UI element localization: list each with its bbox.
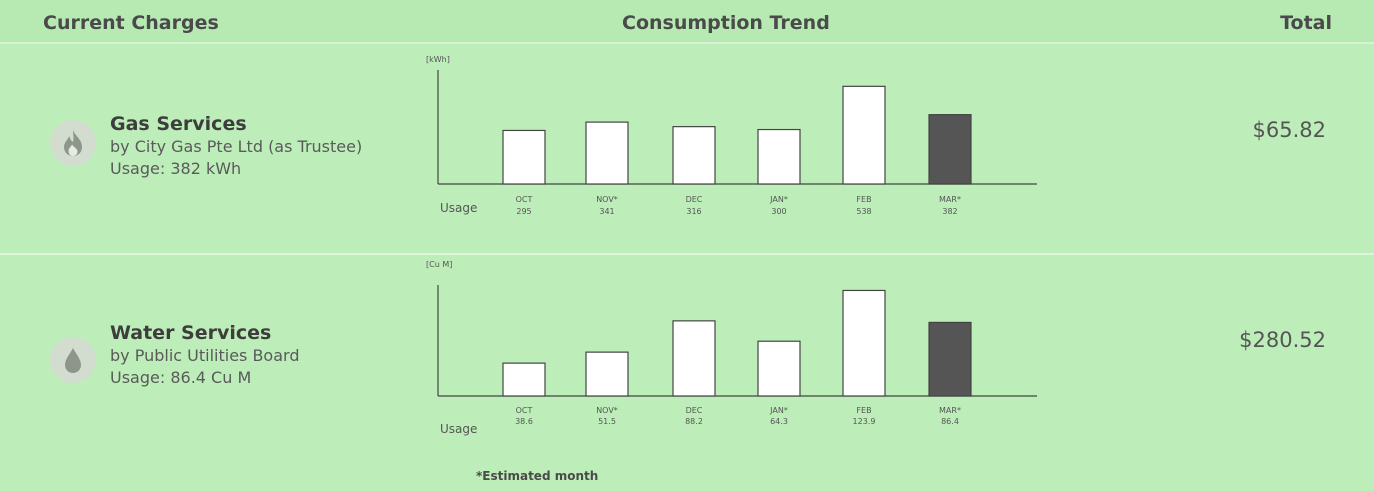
table-header: Current Charges Consumption Trend Total [0,0,1374,44]
gas-total-amount: $65.82 [1252,118,1326,142]
estimated-month-footnote: *Estimated month [476,469,599,483]
usage-row-label: Usage [440,201,477,215]
bar [672,126,716,185]
value-label: 51.5 [598,417,616,426]
value-label: 123.9 [853,417,876,426]
value-label: 316 [686,207,701,216]
bar [672,320,716,397]
service-usage: Usage: 86.4 Cu M [110,368,252,387]
bar [842,85,886,185]
water-total-amount: $280.52 [1239,328,1326,352]
service-provider: by City Gas Pte Ltd (as Trustee) [110,137,363,156]
category-label: FEB [856,406,871,415]
value-label: 64.3 [770,417,788,426]
bar [757,128,801,185]
water-consumption-chart: [Cu M] Usage OCT 38.6 NOV* 51.5 DEC 88.2 JAN* 64.… [426,260,1037,436]
category-label: DEC [686,406,703,415]
value-label: 88.2 [685,417,703,426]
gas-consumption-chart: [kWh] Usage OCT 295 NOV* 341 DEC 316 JAN* 300 FEB 5… [426,55,1037,216]
category-label: JAN* [769,195,788,204]
current-charges-heading: Current Charges [43,12,219,34]
value-label: 295 [516,207,531,216]
category-label: MAR* [939,195,961,204]
value-label: 38.6 [515,417,533,426]
category-label: FEB [856,195,871,204]
category-label: JAN* [769,406,788,415]
category-label: NOV* [596,195,618,204]
value-label: 300 [771,207,786,216]
service-name: Water Services [110,322,272,344]
category-label: NOV* [596,406,618,415]
value-label: 86.4 [941,417,959,426]
unit-label: [kWh] [426,55,450,64]
bar [585,351,629,397]
category-label: OCT [516,195,533,204]
value-label: 382 [942,207,957,216]
category-label: MAR* [939,406,961,415]
water-drop-icon [50,337,96,383]
bar-highlighted [928,321,972,397]
consumption-trend-heading: Consumption Trend [622,12,830,34]
unit-label: [Cu M] [426,260,452,269]
value-label: 341 [599,207,614,216]
flame-icon [50,120,96,166]
bar [502,362,546,397]
service-provider: by Public Utilities Board [110,346,300,365]
gas-services-row: Gas Services by City Gas Pte Ltd (as Tru… [0,44,1374,255]
water-services-row: Water Services by Public Utilities Board… [0,255,1374,491]
service-name: Gas Services [110,113,247,135]
bar-highlighted [928,114,972,185]
bar [757,340,801,397]
bar [502,129,546,185]
total-heading: Total [1280,12,1332,34]
category-label: DEC [686,195,703,204]
bar [842,289,886,397]
bar [585,121,629,185]
service-usage: Usage: 382 kWh [110,159,242,178]
value-label: 538 [856,207,871,216]
water-service-info: Water Services by Public Utilities Board… [110,321,299,389]
category-label: OCT [516,406,533,415]
usage-row-label: Usage [440,422,477,436]
gas-service-info: Gas Services by City Gas Pte Ltd (as Tru… [110,112,362,180]
